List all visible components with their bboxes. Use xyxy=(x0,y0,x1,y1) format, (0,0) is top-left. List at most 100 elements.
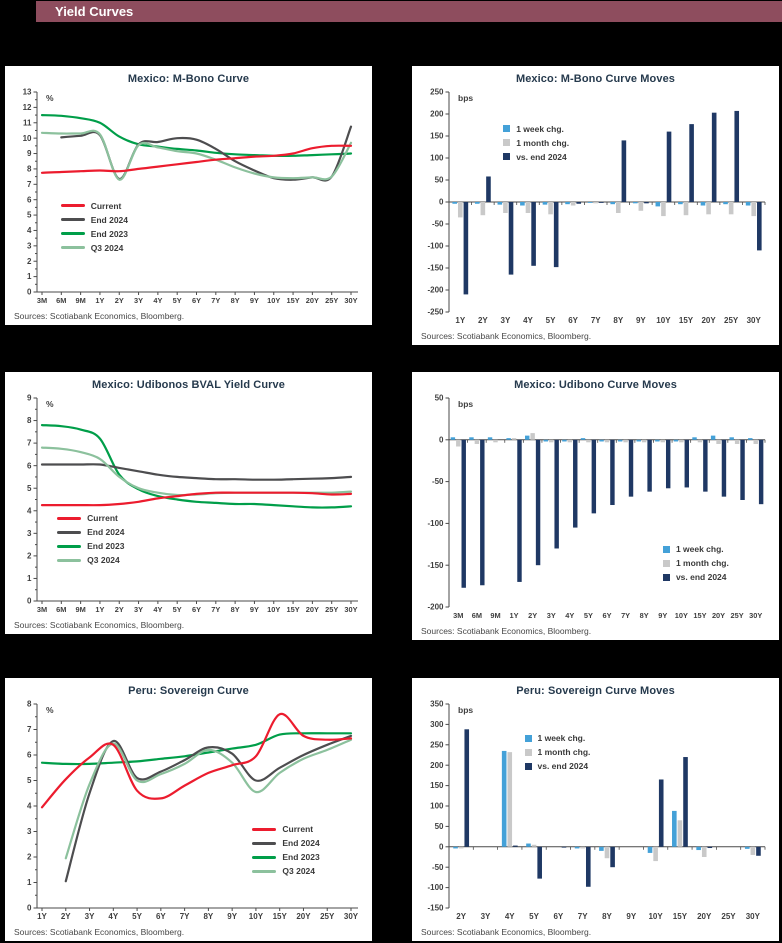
svg-text:20Y: 20Y xyxy=(306,605,319,614)
chart-title: Mexico: M-Bono Curve Moves xyxy=(515,73,676,85)
axis-labels: % 0 1 2 3 4 5 6 7 8 9 3M 6M 9M 1Y 2Y 3Y 4Y 5Y 6Y 7Y 8Y 9Y 10Y 15… xyxy=(27,394,358,614)
svg-text:1Y: 1Y xyxy=(37,912,47,921)
svg-text:7: 7 xyxy=(27,725,32,734)
legend-swatch xyxy=(524,748,532,756)
line-series xyxy=(40,424,353,509)
legend-item: End 2023 xyxy=(60,228,129,239)
bar-1-week-chg- xyxy=(543,439,549,442)
svg-text:7Y: 7Y xyxy=(211,605,220,614)
bar-1-week-chg- xyxy=(636,439,641,442)
legend-swatch xyxy=(503,139,511,147)
legend-label: vs. end 2024 xyxy=(516,151,567,162)
svg-text:5Y: 5Y xyxy=(173,605,182,614)
bar-1-week-chg- xyxy=(599,439,604,442)
legend-swatch xyxy=(662,559,670,567)
bar-vs-end-2024 xyxy=(666,131,672,202)
bar-1-month-chg- xyxy=(456,439,461,447)
svg-text:150: 150 xyxy=(430,781,444,790)
svg-text:10Y: 10Y xyxy=(648,912,663,921)
bar-1-month-chg- xyxy=(570,202,576,206)
legend-item: Q3 2024 xyxy=(57,555,124,565)
svg-text:0: 0 xyxy=(439,198,444,207)
bar-vs-end-2024 xyxy=(756,846,761,856)
bar-vs-end-2024 xyxy=(513,845,518,847)
svg-text:6Y: 6Y xyxy=(553,912,563,921)
legend-swatch xyxy=(252,827,277,831)
bar-1-week-chg- xyxy=(469,437,474,440)
bar-1-week-chg- xyxy=(580,438,586,440)
legend-label: Q3 2024 xyxy=(90,242,124,253)
chart-panel-peru-sovereign-curve-moves: Peru: Sovereign Curve Moves bps -150 -100 -… xyxy=(412,678,779,941)
svg-text:-150: -150 xyxy=(427,561,444,570)
svg-text:10Y: 10Y xyxy=(675,611,688,620)
bar-1-month-chg- xyxy=(458,846,464,849)
bar-1-month-chg- xyxy=(697,439,703,443)
legend-label: 1 month chg. xyxy=(537,747,591,758)
bar-1-month-chg- xyxy=(660,439,665,443)
bar-vs-end-2024 xyxy=(486,176,491,202)
legend-label: End 2023 xyxy=(282,852,320,863)
svg-text:1Y: 1Y xyxy=(455,316,465,325)
bar-1-month-chg- xyxy=(728,202,734,215)
svg-text:0: 0 xyxy=(439,435,444,444)
bar-vs-end-2024 xyxy=(610,846,615,868)
svg-text:9M: 9M xyxy=(75,605,85,614)
bar-vs-end-2024 xyxy=(461,439,466,588)
page-title: Yield Curves xyxy=(55,4,134,19)
bar-1-month-chg- xyxy=(701,846,707,857)
svg-text:4: 4 xyxy=(27,226,32,235)
plot-area: bps -250 -200 -150 -100 -50 0 50 100 150 200 250 1Y 2… xyxy=(418,85,773,328)
svg-text:-100: -100 xyxy=(427,242,444,251)
legend-label: End 2023 xyxy=(90,228,129,239)
plot-area: bps -200 -150 -100 -50 0 50 3M 6M 9M 1Y 2Y 3Y 4Y 5Y 6Y 7… xyxy=(418,391,773,623)
svg-text:6M: 6M xyxy=(472,611,482,620)
svg-text:25Y: 25Y xyxy=(731,611,744,620)
bar-series xyxy=(452,110,762,295)
svg-text:1: 1 xyxy=(27,574,32,583)
bar-1-week-chg- xyxy=(710,435,716,440)
legend-label: Current xyxy=(87,513,118,524)
svg-text:200: 200 xyxy=(430,110,444,119)
bar-1-week-chg- xyxy=(672,810,677,847)
mexico-udibono-curve-moves-plot: bps -200 -150 -100 -50 0 50 3M 6M 9M 1Y 2Y 3Y 4Y 5Y 6Y 7… xyxy=(427,394,766,620)
legend-swatch xyxy=(57,516,82,520)
svg-text:15Y: 15Y xyxy=(273,912,288,921)
legend-item: Current xyxy=(60,201,128,211)
legend-item: End 2024 xyxy=(252,838,320,848)
axes xyxy=(33,703,358,911)
svg-text:3Y: 3Y xyxy=(547,611,556,620)
bar-vs-end-2024 xyxy=(734,110,740,202)
bar-vs-end-2024 xyxy=(684,439,689,488)
bar-1-week-chg- xyxy=(700,202,706,206)
svg-text:5Y: 5Y xyxy=(173,296,182,305)
svg-text:2Y: 2Y xyxy=(115,296,124,305)
svg-text:8Y: 8Y xyxy=(231,296,240,305)
svg-text:50: 50 xyxy=(435,822,444,831)
svg-text:4Y: 4Y xyxy=(108,912,118,921)
legend-swatch xyxy=(252,855,277,859)
legend-swatch xyxy=(252,869,277,873)
chart-title: Peru: Sovereign Curve Moves xyxy=(516,685,675,697)
svg-text:15Y: 15Y xyxy=(673,912,688,921)
line-series xyxy=(40,712,353,883)
bar-1-week-chg- xyxy=(673,439,679,442)
svg-text:7Y: 7Y xyxy=(211,296,220,305)
axes xyxy=(445,703,766,909)
svg-text:bps: bps xyxy=(458,399,473,409)
series-end-2024 xyxy=(40,463,353,481)
bar-1-month-chg- xyxy=(734,439,740,444)
sources-note: Sources: Scotiabank Economics, Bloomberg… xyxy=(421,927,592,937)
svg-text:3Y: 3Y xyxy=(85,912,95,921)
svg-text:25Y: 25Y xyxy=(325,296,338,305)
svg-text:10Y: 10Y xyxy=(656,316,671,325)
svg-text:10Y: 10Y xyxy=(267,605,280,614)
svg-text:30Y: 30Y xyxy=(749,611,762,620)
plot-area: % 0 1 2 3 4 5 6 7 8 1Y 2Y 3Y 4Y 5Y 6Y 7Y 8Y 9Y 10Y 15Y 20Y 25Y… xyxy=(11,697,366,924)
legend-item: Q3 2024 xyxy=(252,866,319,876)
legend-item: 1 month chg. xyxy=(662,558,729,568)
peru-sovereign-curve-moves-plot: bps -150 -100 -50 0 50 100 150 200 250 300 350 2Y 3Y 4… xyxy=(427,700,766,921)
bar-vs-end-2024 xyxy=(553,202,559,268)
bar-1-week-chg- xyxy=(450,437,456,440)
axis-labels: % 0 1 2 3 4 5 6 7 8 1Y 2Y 3Y 4Y 5Y 6Y 7Y 8Y 9Y 10Y 15Y 20Y 25Y… xyxy=(27,700,359,921)
